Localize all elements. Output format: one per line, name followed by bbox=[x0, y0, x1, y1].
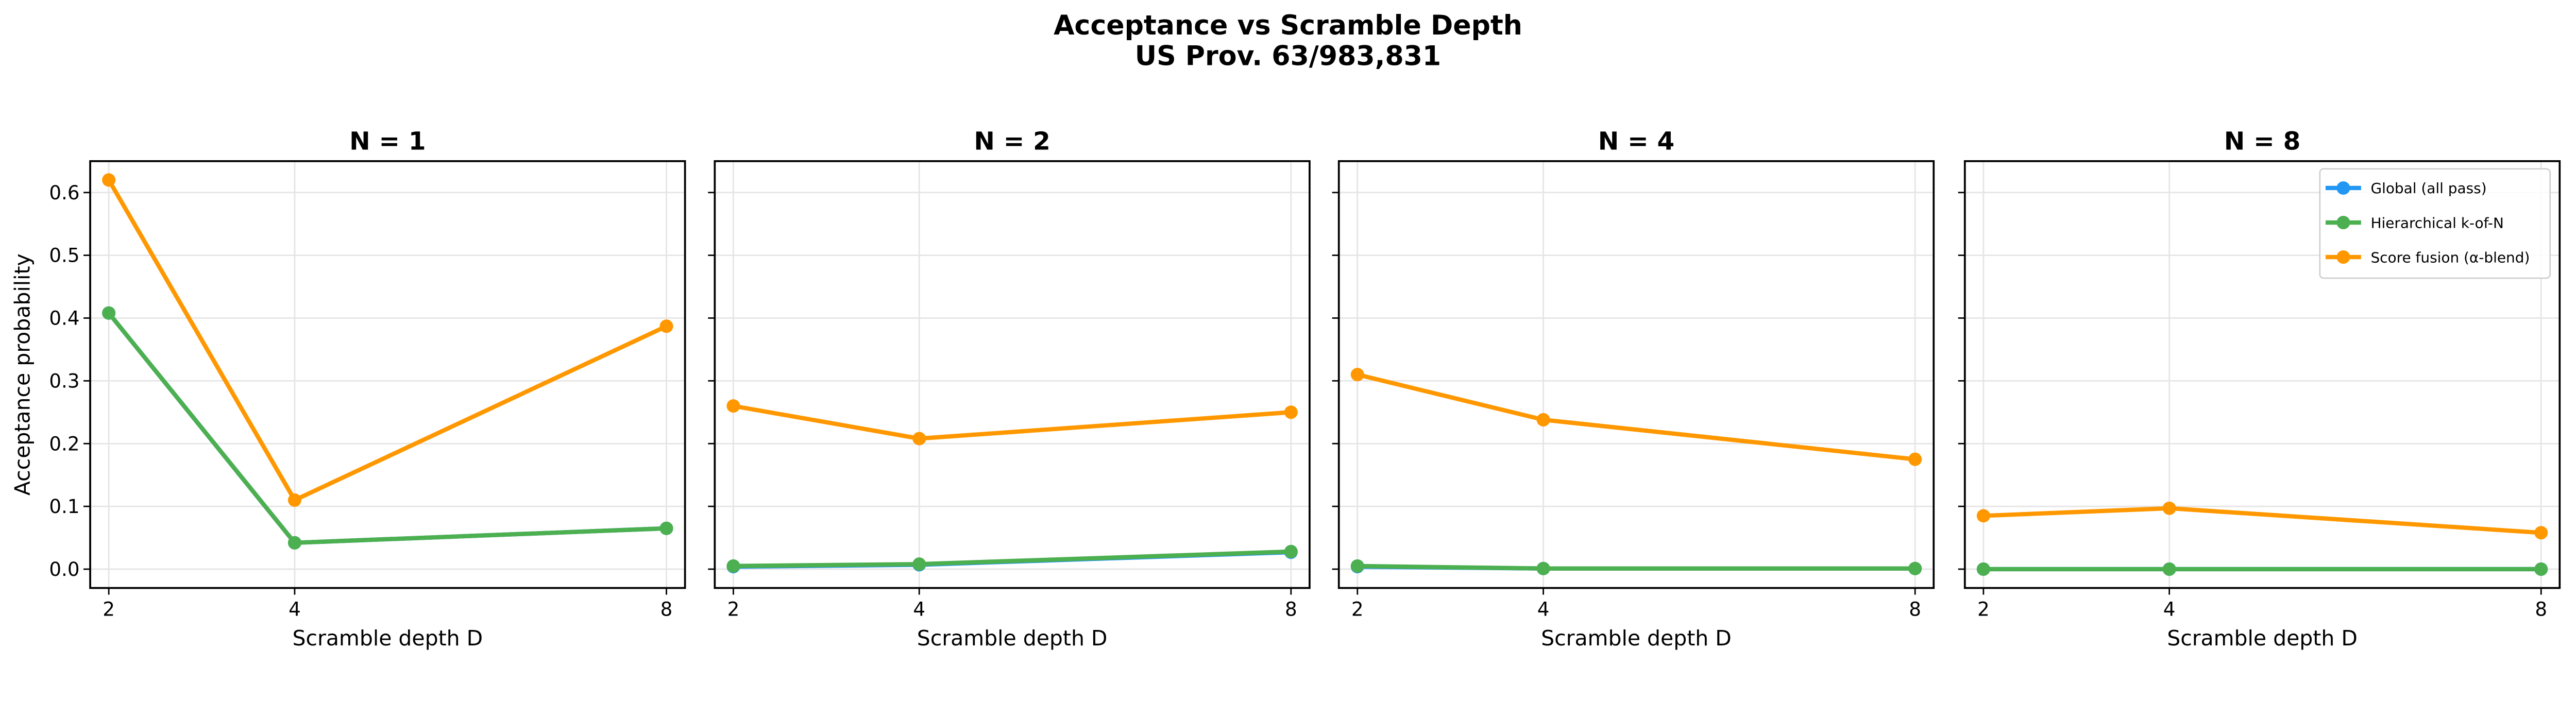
x-tick-label: 8 bbox=[660, 598, 673, 621]
y-tick-label: 0.0 bbox=[49, 558, 79, 581]
axes-frame bbox=[1337, 160, 1935, 589]
legend-swatch-marker bbox=[2336, 215, 2350, 230]
axes-frame bbox=[1963, 160, 2561, 589]
x-tick-label: 2 bbox=[103, 598, 115, 621]
data-point bbox=[1908, 561, 1922, 575]
x-tick-label: 2 bbox=[1977, 598, 1990, 621]
data-point bbox=[2162, 562, 2176, 576]
legend-label: Score fusion (α-blend) bbox=[2370, 249, 2530, 266]
panel-1: 0.0 0.1 0.2 0.3 0.4 0.5 0.6 2 4 8 N = 1 Scramble de… bbox=[49, 127, 686, 651]
data-point bbox=[726, 559, 740, 573]
panel-title: N = 1 bbox=[349, 127, 426, 156]
x-axis-label: Scramble depth D bbox=[2167, 626, 2358, 651]
panel-title: N = 2 bbox=[974, 127, 1050, 156]
y-tick-label: 0.6 bbox=[49, 181, 79, 204]
series-line bbox=[107, 179, 668, 503]
legend-box bbox=[2319, 168, 2551, 279]
data-point bbox=[287, 493, 301, 507]
panel-title: N = 4 bbox=[1598, 127, 1674, 156]
data-point bbox=[1976, 509, 1990, 523]
legend-label: Hierarchical k-of-N bbox=[2370, 214, 2503, 231]
y-tick-label: 0.3 bbox=[49, 369, 79, 392]
series-line bbox=[1983, 506, 2541, 535]
legend-label: Global (all pass) bbox=[2370, 180, 2486, 197]
y-tick-label: 0.2 bbox=[49, 432, 79, 455]
data-point bbox=[1536, 413, 1550, 426]
axes-frame bbox=[714, 160, 1311, 589]
panel-4: 2 4 8 N = 8 Scramble depth D bbox=[1958, 127, 2561, 651]
data-point bbox=[1350, 368, 1364, 382]
data-point bbox=[102, 306, 116, 320]
x-tick-label: 2 bbox=[1351, 598, 1364, 621]
y-axis-label: Acceptance probability bbox=[10, 253, 35, 496]
figure: Acceptance vs Scramble Depth US Prov. 63… bbox=[10, 10, 2561, 651]
x-tick-label: 4 bbox=[913, 598, 925, 621]
series-line bbox=[107, 312, 667, 545]
legend: Global (all pass) Hierarchical k-of-N Scor… bbox=[2319, 168, 2551, 279]
chart-title: Acceptance vs Scramble Depth bbox=[1054, 10, 1522, 41]
panel-title: N = 8 bbox=[2224, 127, 2300, 156]
y-tick-label: 0.5 bbox=[49, 244, 79, 267]
data-point bbox=[287, 536, 301, 550]
x-axis-label: Scramble depth D bbox=[292, 626, 483, 651]
data-point bbox=[659, 521, 673, 535]
x-tick-label: 2 bbox=[727, 598, 740, 621]
data-point bbox=[912, 557, 926, 571]
data-point bbox=[1908, 452, 1922, 466]
axes-frame bbox=[89, 160, 686, 589]
x-tick-label: 8 bbox=[1909, 598, 1921, 621]
data-point bbox=[659, 319, 673, 333]
data-point bbox=[1284, 405, 1298, 419]
legend-swatch-marker bbox=[2336, 250, 2350, 264]
x-tick-label: 8 bbox=[2535, 598, 2547, 621]
data-point bbox=[1976, 562, 1990, 576]
series-line bbox=[1357, 564, 1916, 571]
x-tick-label: 4 bbox=[2163, 598, 2176, 621]
y-tick-label: 0.1 bbox=[49, 495, 79, 518]
legend-swatch-marker bbox=[2336, 181, 2350, 195]
data-point bbox=[2534, 562, 2548, 576]
panel-3: 2 4 8 N = 4 Scramble depth D bbox=[1332, 127, 1935, 651]
data-point bbox=[2162, 501, 2176, 515]
chart-subtitle: US Prov. 63/983,831 bbox=[1135, 41, 1441, 72]
panel-2: 2 4 8 N = 2 Scramble depth D bbox=[708, 127, 1311, 651]
x-tick-label: 4 bbox=[289, 598, 301, 621]
x-axis-label: Scramble depth D bbox=[917, 626, 1108, 651]
series-line bbox=[107, 312, 667, 545]
data-point bbox=[2534, 526, 2548, 540]
data-point bbox=[1536, 561, 1550, 575]
series-line bbox=[733, 549, 1291, 569]
y-tick-label: 0.4 bbox=[49, 307, 79, 330]
series-line bbox=[1357, 372, 1916, 462]
data-point bbox=[726, 399, 740, 413]
x-axis-label: Scramble depth D bbox=[1541, 626, 1732, 651]
panels: 0.0 0.1 0.2 0.3 0.4 0.5 0.6 2 4 8 N = 1 Scramble de… bbox=[49, 127, 2561, 651]
data-point bbox=[102, 173, 116, 187]
x-tick-label: 8 bbox=[1285, 598, 1297, 621]
series-line bbox=[733, 403, 1292, 441]
data-point bbox=[1284, 544, 1298, 558]
data-point bbox=[1350, 559, 1364, 573]
x-tick-label: 4 bbox=[1537, 598, 1550, 621]
data-point bbox=[912, 432, 926, 446]
